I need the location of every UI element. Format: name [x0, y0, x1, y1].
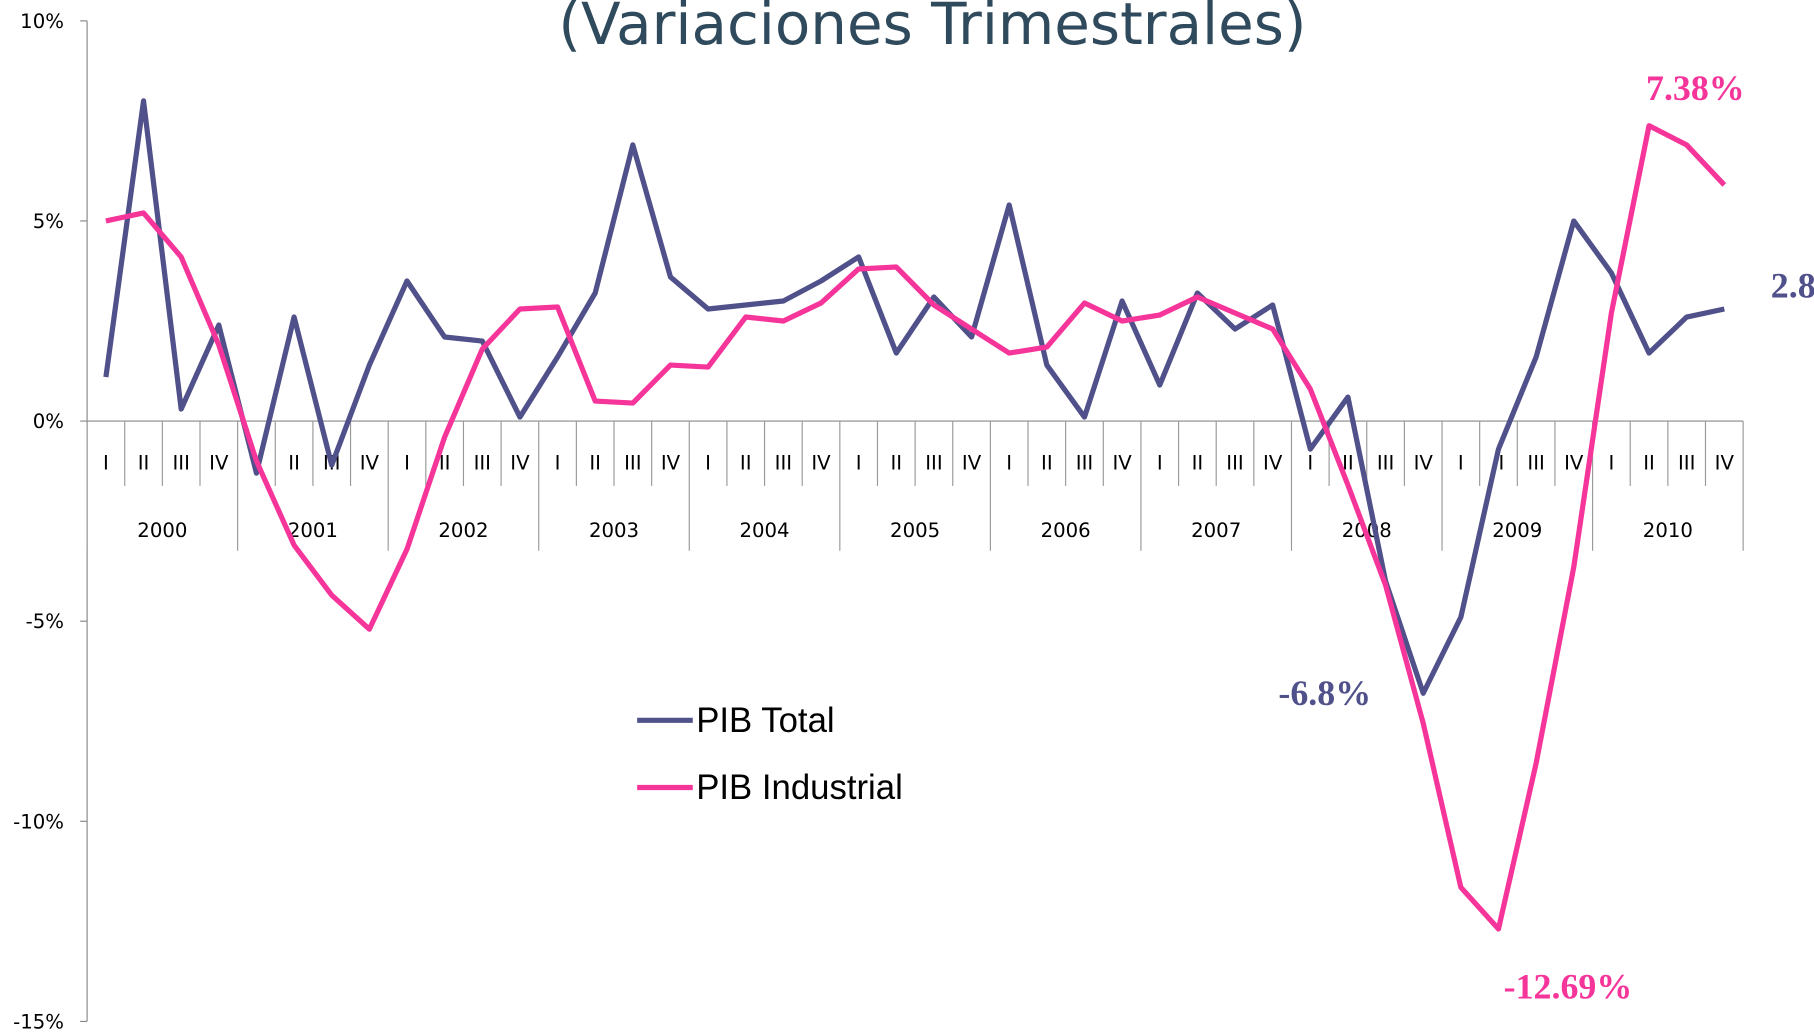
series-line: [103, 98, 1725, 696]
year-label: 2009: [1492, 519, 1542, 542]
legend-label: PIB Industrial: [696, 769, 903, 807]
x-tick-label: I: [404, 452, 410, 475]
year-label: 2003: [589, 519, 639, 542]
x-tick-label: I: [856, 452, 862, 475]
x-tick-label: IV: [1564, 452, 1584, 475]
x-tick-label: III: [1377, 452, 1394, 475]
x-tick-label: II: [138, 452, 150, 475]
x-tick-label: II: [1041, 452, 1053, 475]
x-tick-label: II: [1643, 452, 1655, 475]
x-tick-label: IV: [661, 452, 681, 475]
x-tick-label: IV: [811, 452, 831, 475]
x-tick-label: I: [1608, 452, 1614, 475]
x-tick-label: IV: [510, 452, 530, 475]
x-tick-label: I: [705, 452, 711, 475]
y-tick-label: -10%: [13, 810, 64, 833]
x-tick-label: IV: [1263, 452, 1283, 475]
y-tick-label: -5%: [26, 610, 64, 633]
x-tick-label: III: [1527, 452, 1544, 475]
x-tick-label: I: [1006, 452, 1012, 475]
y-tick-label: 10%: [20, 10, 64, 33]
year-label: 2000: [137, 519, 187, 542]
x-tick-label: III: [172, 452, 189, 475]
x-tick-label: II: [439, 452, 451, 475]
x-tick-label: III: [1226, 452, 1243, 475]
year-label: 2001: [288, 519, 338, 542]
x-tick-label: II: [890, 452, 902, 475]
x-tick-label: IV: [1414, 452, 1434, 475]
legend-label: PIB Total: [696, 702, 834, 740]
value-label: 7.38%: [1646, 68, 1745, 108]
value-label: 2.8%: [1771, 265, 1814, 305]
year-label: 2006: [1041, 519, 1091, 542]
y-tick-label: 0%: [33, 410, 64, 433]
x-tick-label: II: [589, 452, 601, 475]
x-tick-label: II: [1342, 452, 1354, 475]
x-tick-label: II: [1493, 452, 1505, 475]
year-label: 2007: [1191, 519, 1241, 542]
x-tick-label: I: [555, 452, 561, 475]
x-tick-label: IV: [1715, 452, 1735, 475]
year-label: 2004: [740, 519, 790, 542]
x-tick-label: I: [1458, 452, 1464, 475]
x-tick-label: II: [1192, 452, 1204, 475]
x-tick-label: III: [474, 452, 491, 475]
series-line: [105, 123, 1727, 932]
x-tick-label: III: [775, 452, 792, 475]
value-label: -12.69%: [1504, 966, 1633, 1006]
x-tick-label: IV: [1112, 452, 1132, 475]
year-label: 2005: [890, 519, 940, 542]
x-tick-label: II: [740, 452, 752, 475]
x-tick-label: III: [624, 452, 641, 475]
x-tick-label: II: [288, 452, 300, 475]
year-label: 2002: [438, 519, 488, 542]
x-tick-label: IV: [209, 452, 229, 475]
chart-title: (Variaciones Trimestrales): [558, 0, 1306, 58]
x-tick-label: I: [1307, 452, 1313, 475]
year-label: 2010: [1643, 519, 1693, 542]
x-tick-label: IV: [360, 452, 380, 475]
x-tick-label: III: [925, 452, 942, 475]
x-tick-label: I: [103, 452, 109, 475]
y-tick-label: 5%: [33, 210, 64, 233]
x-tick-label: III: [1076, 452, 1093, 475]
y-tick-label: -15%: [13, 1010, 64, 1033]
x-tick-label: I: [1157, 452, 1163, 475]
x-tick-label: III: [1678, 452, 1695, 475]
x-tick-label: IV: [962, 452, 982, 475]
value-label: -6.8%: [1278, 673, 1371, 713]
